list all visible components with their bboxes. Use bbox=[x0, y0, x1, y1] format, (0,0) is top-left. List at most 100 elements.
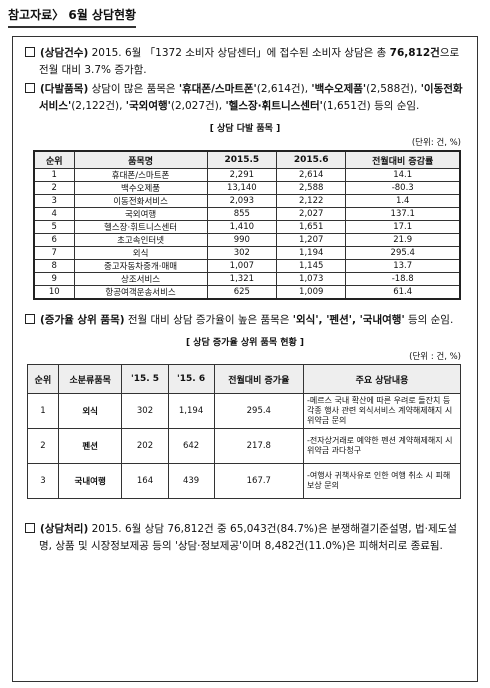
paragraph: (상담처리) 2015. 6월 상담 76,812건 중 65,043건(84.… bbox=[25, 521, 465, 555]
text: (2,614건), bbox=[256, 83, 312, 95]
table-cell: 295.4 bbox=[345, 246, 462, 260]
table-cell: 1,194 bbox=[276, 246, 347, 260]
table-row: 10 항공여객운송서비스 625 1,009 61.4 bbox=[33, 285, 462, 300]
table-title: [ 상담 증가율 상위 품목 현황 ] bbox=[185, 338, 305, 348]
header-cell: 전월대비 증감률 bbox=[345, 150, 462, 169]
table-cell: 14.1 bbox=[345, 168, 462, 182]
text: (1,651건) 등의 순임. bbox=[322, 100, 420, 112]
table-cell: 855 bbox=[206, 207, 278, 221]
text: '국외여행' bbox=[125, 100, 171, 112]
table-cell: 항공여객운송서비스 bbox=[73, 285, 208, 300]
table-cell: 외식 bbox=[57, 393, 123, 429]
table-cell: 7 bbox=[33, 246, 75, 260]
header-cell: 전월대비 증가율 bbox=[213, 364, 305, 394]
table-cell: 1.4 bbox=[345, 194, 462, 208]
table-title: [ 상담 다발 품목 ] bbox=[209, 124, 281, 134]
table-row: 2 백수오제품 13,140 2,588 -80.3 bbox=[33, 181, 462, 195]
table-cell: 302 bbox=[121, 393, 169, 429]
table-row: 8 중고자동차중개·매매 1,007 1,145 13.7 bbox=[33, 259, 462, 273]
bullet bbox=[25, 47, 35, 57]
table-unit: (단위: 건, %) bbox=[411, 138, 461, 148]
table-cell: 1,009 bbox=[276, 285, 347, 300]
table-cell: 1,651 bbox=[276, 220, 347, 234]
table-cell: 5 bbox=[33, 220, 75, 234]
table-cell: 1 bbox=[27, 393, 59, 429]
table-cell: 이동전화서비스 bbox=[73, 194, 208, 208]
table-cell: 3 bbox=[27, 463, 59, 499]
table-cell: 펜션 bbox=[57, 428, 123, 464]
table-cell: 국내여행 bbox=[57, 463, 123, 499]
text: (2,122건), bbox=[71, 100, 126, 112]
paragraph: (증가율 상위 품목) 전월 대비 상담 증가율이 높은 품목은 '외식', '… bbox=[25, 312, 465, 329]
table-cell: 4 bbox=[33, 207, 75, 221]
table-cell: 6 bbox=[33, 233, 75, 247]
table-cell: 상조서비스 bbox=[73, 272, 208, 286]
text: '헬스장·휘트니스센터' bbox=[225, 100, 323, 112]
table-cell: 초고속인터넷 bbox=[73, 233, 208, 247]
table-cell: 302 bbox=[206, 246, 278, 260]
table-cell: 국외여행 bbox=[73, 207, 208, 221]
text: 상담이 많은 품목은 bbox=[88, 83, 179, 95]
table-cell: 2,093 bbox=[206, 194, 278, 208]
table-row: 1 휴대폰/스마트폰 2,291 2,614 14.1 bbox=[33, 168, 462, 182]
text: 전월 대비 상담 증가율이 높은 품목은 bbox=[124, 314, 293, 326]
text: (다발품목) bbox=[40, 83, 89, 95]
bullet bbox=[25, 314, 35, 324]
table-cell: 625 bbox=[206, 285, 278, 300]
table-row: 7 외식 302 1,194 295.4 bbox=[33, 246, 462, 260]
paragraph: (다발품목) 상담이 많은 품목은 '휴대폰/스마트폰'(2,614건), '백… bbox=[25, 81, 465, 115]
table-cell: 167.7 bbox=[213, 463, 305, 499]
table-row: 4 국외여행 855 2,027 137.1 bbox=[33, 207, 462, 221]
table-cell: 2,027 bbox=[276, 207, 347, 221]
table-cell: -메르스 국내 확산에 따른 우려로 돌잔치 등 각종 행사 관련 외식서비스 … bbox=[303, 393, 461, 429]
table-cell: 8 bbox=[33, 259, 75, 273]
table-cell: 295.4 bbox=[213, 393, 305, 429]
table-cell: 61.4 bbox=[345, 285, 462, 300]
table-cell: 2,614 bbox=[276, 168, 347, 182]
table-cell: 1,207 bbox=[276, 233, 347, 247]
table: 순위 소분류품목 '15. 5'15. 6 전월대비 증가율 주요 상담내용 1 외식 302… bbox=[27, 364, 461, 499]
table-cell: 990 bbox=[206, 233, 278, 247]
table-row: 2 펜션 202 642 217.8 -전자상거래로 예약한 펜션 계약해제해지 시 위약… bbox=[27, 428, 461, 464]
table-cell: 164 bbox=[121, 463, 169, 499]
table-cell: 1,410 bbox=[206, 220, 278, 234]
table-cell: 2,291 bbox=[206, 168, 278, 182]
table-row: 6 초고속인터넷 990 1,207 21.9 bbox=[33, 233, 462, 247]
header-cell: 2015.6 bbox=[276, 150, 347, 169]
table-cell: 헬스장·휘트니스센터 bbox=[73, 220, 208, 234]
table-unit: (단위 : 건, %) bbox=[409, 352, 461, 362]
table-cell: -18.8 bbox=[345, 272, 462, 286]
header-cell: '15. 5 bbox=[121, 364, 169, 394]
text: 등의 순임. bbox=[404, 314, 454, 326]
table-cell: 21.9 bbox=[345, 233, 462, 247]
header-cell: 주요 상담내용 bbox=[303, 364, 461, 394]
table-row: 5 헬스장·휘트니스센터 1,410 1,651 17.1 bbox=[33, 220, 462, 234]
header-row: 순위 소분류품목 '15. 5'15. 6 전월대비 증가율 주요 상담내용 bbox=[27, 364, 461, 394]
table-cell: 1,321 bbox=[206, 272, 278, 286]
table-cell: 13.7 bbox=[345, 259, 462, 273]
table-cell: 중고자동차중개·매매 bbox=[73, 259, 208, 273]
text: 2015. 6월 상담 76,812건 중 65,043건(84.7%)은 분쟁… bbox=[39, 523, 457, 552]
text: '백수오제품' bbox=[311, 83, 367, 95]
text: (상담건수) bbox=[40, 47, 89, 59]
bullet bbox=[25, 523, 35, 533]
text: 으로 전월 대비 3.7% 증가함. bbox=[39, 47, 460, 76]
text: '외식', '펜션', '국내여행' bbox=[292, 314, 405, 326]
header-cell: 소분류품목 bbox=[57, 364, 123, 394]
table-cell: 217.8 bbox=[213, 428, 305, 464]
table-cell: 439 bbox=[167, 463, 215, 499]
table-cell: 17.1 bbox=[345, 220, 462, 234]
header-cell: '15. 6 bbox=[167, 364, 215, 394]
text: (증가율 상위 품목) bbox=[40, 314, 125, 326]
text: (상담처리) bbox=[40, 523, 89, 535]
table-cell: 1 bbox=[33, 168, 75, 182]
table-cell: 2 bbox=[27, 428, 59, 464]
table-cell: 1,073 bbox=[276, 272, 347, 286]
content-box: (상담건수) 2015. 6월 「1372 소비자 상담센터」에 접수된 소비자… bbox=[12, 36, 478, 682]
paragraph: (상담건수) 2015. 6월 「1372 소비자 상담센터」에 접수된 소비자… bbox=[25, 45, 465, 79]
table: 순위 품목명 2015.5 2015.6 전월대비 증감률 1 휴대폰/스마트폰 2,291 2… bbox=[33, 150, 462, 300]
table-cell: 2,588 bbox=[276, 181, 347, 195]
table-cell: -80.3 bbox=[345, 181, 462, 195]
header-cell: 순위 bbox=[33, 150, 75, 169]
